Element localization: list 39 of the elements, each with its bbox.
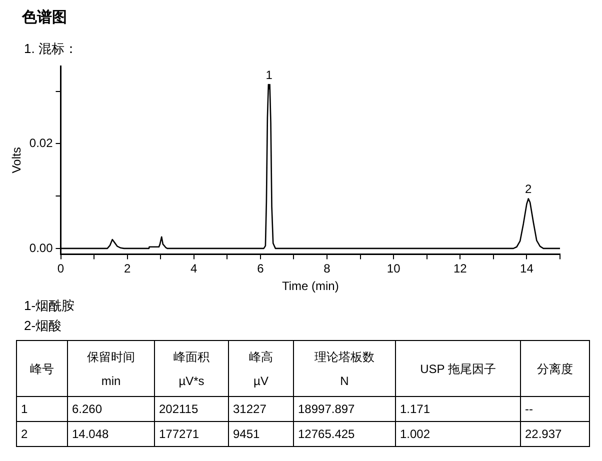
x-tick-label: 6: [257, 262, 264, 276]
x-tick-label: 10: [386, 262, 401, 276]
y-axis-title: Volts: [10, 147, 24, 174]
x-tick-label: 8: [324, 262, 331, 276]
chart-title: 色谱图: [22, 8, 67, 27]
chart-subtitle: 1. 混标：: [24, 40, 78, 58]
text: 2-烟酸: [24, 317, 62, 335]
text: 12765.425: [294, 422, 396, 446]
y-tick-label: 0.02: [29, 136, 54, 150]
text: 1.171: [396, 396, 520, 422]
text: 1-烟酰胺: [24, 297, 75, 315]
x-tick-label: 0: [57, 262, 64, 276]
text: 22.937: [520, 422, 590, 446]
text: 峰高 µV: [228, 340, 294, 396]
text: 1.002: [396, 422, 520, 446]
annotation: 1: [266, 68, 273, 82]
text: USP 拖尾因子: [396, 340, 520, 396]
annotation: 2: [525, 182, 532, 196]
text: 9451: [228, 422, 294, 446]
text: 18997.897: [294, 396, 396, 422]
text: 峰面积 µV*s: [154, 340, 228, 396]
text: 14.048: [68, 422, 154, 446]
text: 2: [16, 422, 68, 446]
text: 177271: [154, 422, 228, 446]
x-tick-label: 2: [124, 262, 131, 276]
text: 1: [16, 396, 68, 422]
text: 31227: [228, 396, 294, 422]
text: 202115: [154, 396, 228, 422]
text: 峰号: [16, 340, 68, 396]
x-axis-title: Time (min): [282, 279, 339, 294]
text: 理论塔板数 N: [294, 340, 396, 396]
text: --: [520, 396, 590, 422]
text: 保留时间 min: [68, 340, 154, 396]
x-tick-label: 4: [190, 262, 198, 276]
y-tick-label: 0.00: [29, 240, 54, 255]
x-tick-label: 12: [453, 262, 468, 276]
text: 6.260: [68, 396, 154, 422]
x-tick-label: 14: [520, 262, 534, 276]
text: 分离度: [520, 340, 590, 396]
